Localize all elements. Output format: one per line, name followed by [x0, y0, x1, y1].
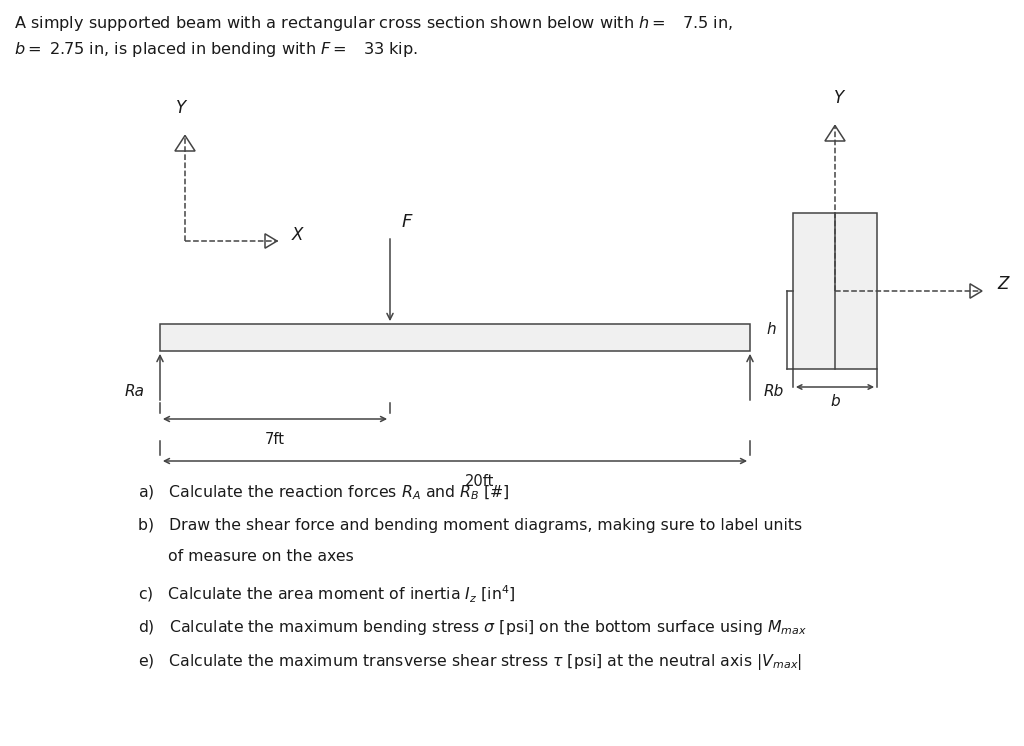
Text: A simply supported beam with a rectangular cross section shown below with $h =$ : A simply supported beam with a rectangul…: [13, 14, 732, 33]
Text: X: X: [292, 226, 303, 244]
Text: a)   Calculate the reaction forces $R_A$ and $R_B$ [#]: a) Calculate the reaction forces $R_A$ a…: [138, 484, 510, 502]
Text: b: b: [830, 394, 840, 409]
Text: c)   Calculate the area moment of inertia $I_z$ [in$^4$]: c) Calculate the area moment of inertia …: [138, 584, 516, 605]
Bar: [160, 324, 750, 351]
Text: Ra: Ra: [125, 383, 145, 398]
Text: Y: Y: [834, 89, 844, 107]
Text: 7ft: 7ft: [265, 432, 285, 447]
Text: of measure on the axes: of measure on the axes: [138, 549, 353, 564]
Text: $b =$ 2.75 in, is placed in bending with $F =$   33 kip.: $b =$ 2.75 in, is placed in bending with…: [13, 40, 418, 59]
Text: h: h: [766, 322, 776, 337]
Text: Y: Y: [176, 99, 186, 117]
Text: Z: Z: [997, 275, 1009, 293]
Bar: [793, 213, 877, 369]
Text: 20ft: 20ft: [465, 474, 495, 489]
Text: e)   Calculate the maximum transverse shear stress $\tau$ [psi] at the neutral a: e) Calculate the maximum transverse shea…: [138, 652, 802, 672]
Text: F: F: [402, 213, 413, 231]
Text: Rb: Rb: [764, 383, 784, 398]
Text: b)   Draw the shear force and bending moment diagrams, making sure to label unit: b) Draw the shear force and bending mome…: [138, 518, 802, 533]
Text: d)   Calculate the maximum bending stress $\sigma$ [psi] on the bottom surface u: d) Calculate the maximum bending stress …: [138, 618, 807, 637]
